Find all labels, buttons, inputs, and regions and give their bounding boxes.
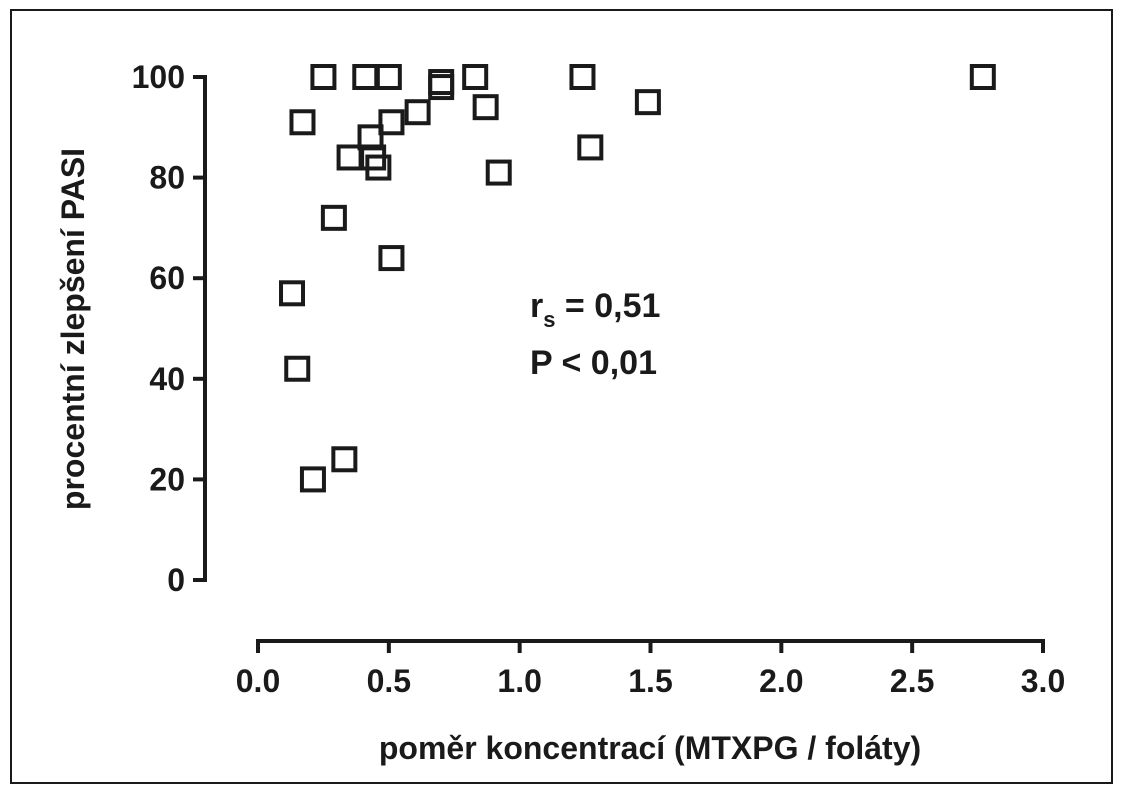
x-axis: 0.0 0.5 1.0 1.5 2.0 2.5 3.0 <box>236 639 1065 699</box>
y-tick-label: 100 <box>132 59 185 95</box>
data-point-marker <box>336 144 363 171</box>
data-point-marker <box>320 204 347 231</box>
rs-annotation: rs = 0,51 <box>530 287 660 332</box>
data-point-marker <box>472 94 499 121</box>
x-tick-label: 1.0 <box>497 663 541 699</box>
data-point-marker <box>284 355 311 382</box>
p-value-annotation: P < 0,01 <box>530 344 657 382</box>
data-point-marker <box>365 154 392 181</box>
data-points <box>279 64 996 493</box>
x-tick-label: 1.5 <box>628 663 672 699</box>
data-point-marker <box>378 245 405 272</box>
y-tick-label: 40 <box>149 361 185 397</box>
y-axis: 0 20 40 60 80 100 <box>132 59 207 598</box>
x-tick-label: 2.5 <box>890 663 934 699</box>
y-tick-label: 60 <box>149 260 185 296</box>
data-point-marker <box>404 99 431 126</box>
data-point-marker <box>485 159 512 186</box>
data-point-marker <box>331 446 358 473</box>
y-tick-label: 0 <box>167 562 185 598</box>
data-point-marker <box>289 109 316 136</box>
x-tick-label: 2.0 <box>759 663 803 699</box>
data-point-marker <box>569 64 596 90</box>
figure-frame <box>10 9 1113 784</box>
data-point-marker <box>310 64 337 90</box>
data-point-marker <box>462 64 489 90</box>
y-axis-title: procentní zlepšení PASI <box>55 148 91 510</box>
x-axis-title: poměr koncentrací (MTXPG / foláty) <box>379 730 921 766</box>
data-point-marker <box>577 134 604 161</box>
data-point-marker <box>428 74 455 101</box>
data-point-marker <box>378 109 405 136</box>
data-point-marker <box>375 64 402 90</box>
data-point-marker <box>969 64 996 90</box>
data-point-marker <box>634 89 661 116</box>
x-tick-label: 3.0 <box>1021 663 1065 699</box>
data-point-marker <box>299 466 326 493</box>
data-point-marker <box>352 64 379 90</box>
x-tick-label: 0.5 <box>367 663 411 699</box>
y-tick-label: 20 <box>149 461 185 497</box>
y-tick-label: 80 <box>149 160 185 196</box>
data-point-marker <box>279 280 306 307</box>
x-tick-label: 0.0 <box>236 663 280 699</box>
